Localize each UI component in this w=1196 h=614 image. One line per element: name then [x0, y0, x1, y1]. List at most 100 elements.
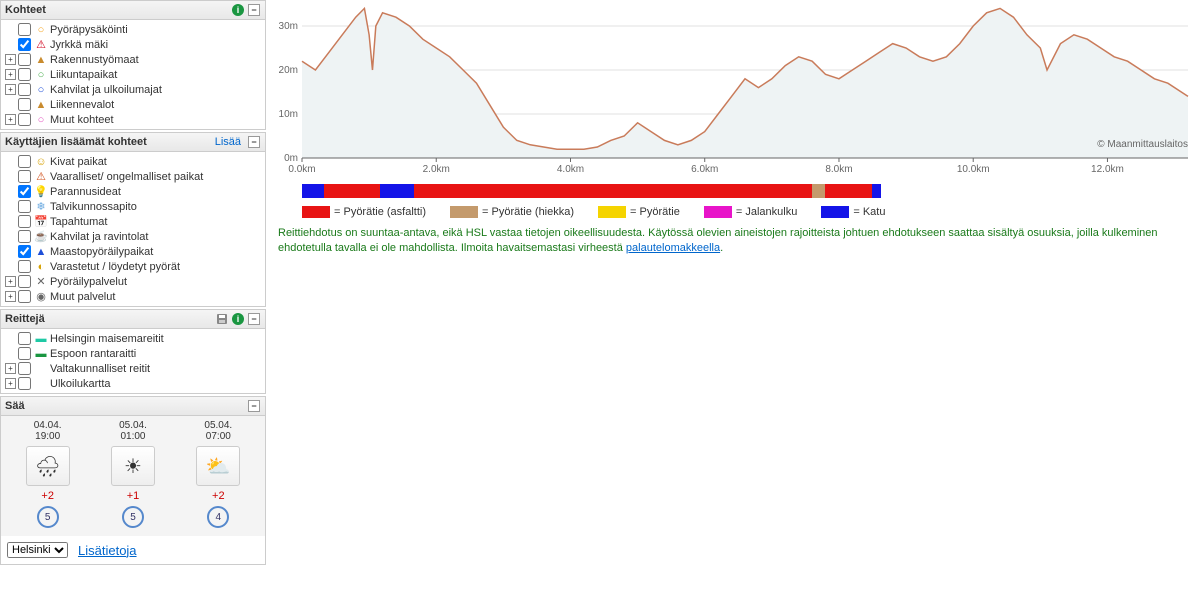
- chart-copyright: © Maanmittauslaitos: [1097, 139, 1188, 150]
- layer-checkbox[interactable]: [18, 170, 31, 183]
- legend-label: = Jalankulku: [736, 206, 797, 218]
- panel-body-routes: ▬Helsingin maisemareitit▬Espoon rantarai…: [1, 329, 265, 393]
- layer-checkbox[interactable]: [18, 185, 31, 198]
- sidebar: Kohteet i − ○ Pyöräpysäköinti ⚠ Jyrkkä mäki…: [0, 0, 266, 567]
- tree-item: +▲Rakennustyömaat: [3, 52, 263, 67]
- layer-label: Parannusideat: [50, 186, 121, 198]
- chart-svg: 0m10m20m30m0.0km2.0km4.0km6.0km8.0km10.0…: [274, 0, 1194, 180]
- expand-icon[interactable]: +: [5, 291, 16, 302]
- panel-kohteet: Kohteet i − ○Pyöräpysäköinti⚠Jyrkkä mäki…: [0, 0, 266, 130]
- layer-checkbox[interactable]: [18, 200, 31, 213]
- panel-title: Kohteet: [5, 4, 229, 16]
- layer-label: Liikennevalot: [50, 99, 114, 111]
- info-icon[interactable]: i: [231, 312, 245, 326]
- weather-date: 05.04.07:00: [176, 420, 261, 442]
- layer-icon: ⚠: [34, 170, 48, 183]
- weather-footer: Helsinki Lisätietoja: [1, 536, 265, 564]
- layer-label: Liikuntapaikat: [50, 69, 117, 81]
- feedback-link[interactable]: palautelomakkeella: [626, 242, 720, 254]
- panel-header-user: Käyttäjien lisäämät kohteet Lisää −: [1, 133, 265, 152]
- panel-title: Sää: [5, 400, 245, 412]
- layer-checkbox[interactable]: [18, 290, 31, 303]
- expand-icon[interactable]: +: [5, 114, 16, 125]
- svg-text:30m: 30m: [279, 21, 298, 32]
- weather-temp: +2: [176, 490, 261, 502]
- layer-checkbox[interactable]: [18, 155, 31, 168]
- layer-checkbox[interactable]: [18, 38, 31, 51]
- weather-cell: 05.04.07:00 ⛅ +2 4: [176, 420, 261, 532]
- add-link[interactable]: Lisää: [215, 136, 241, 148]
- layer-checkbox[interactable]: [18, 377, 31, 390]
- layer-checkbox[interactable]: [18, 83, 31, 96]
- save-icon[interactable]: [215, 312, 229, 326]
- layer-label: Jyrkkä mäki: [50, 39, 108, 51]
- more-info-link[interactable]: Lisätietoja: [78, 543, 137, 558]
- expand-icon[interactable]: +: [5, 378, 16, 389]
- tree-item: 💡Parannusideat: [3, 184, 263, 199]
- expand-icon[interactable]: +: [5, 84, 16, 95]
- legend-swatch: [598, 206, 626, 218]
- svg-text:20m: 20m: [279, 65, 298, 76]
- layer-icon: ○: [34, 114, 48, 126]
- layer-checkbox[interactable]: [18, 230, 31, 243]
- layer-checkbox[interactable]: [18, 332, 31, 345]
- layer-checkbox[interactable]: [18, 245, 31, 258]
- info-icon[interactable]: i: [231, 3, 245, 17]
- layer-label: Helsingin maisemareitit: [50, 333, 164, 345]
- svg-text:10.0km: 10.0km: [957, 164, 990, 175]
- panel-title: Reittejä: [5, 313, 213, 325]
- layer-icon: ▬: [34, 348, 48, 360]
- route-segment: [872, 184, 881, 198]
- tree-item: +○Liikuntapaikat: [3, 67, 263, 82]
- expand-icon[interactable]: +: [5, 54, 16, 65]
- layer-checkbox[interactable]: [18, 362, 31, 375]
- weather-temp: +2: [5, 490, 90, 502]
- layer-checkbox[interactable]: [18, 23, 31, 36]
- svg-text:4.0km: 4.0km: [557, 164, 584, 175]
- svg-text:6.0km: 6.0km: [691, 164, 718, 175]
- elevation-chart: 0m10m20m30m0.0km2.0km4.0km6.0km8.0km10.0…: [274, 0, 1194, 180]
- tree-item: ▲Liikennevalot: [3, 97, 263, 112]
- collapse-icon[interactable]: −: [247, 135, 261, 149]
- route-segment: [324, 184, 380, 198]
- layer-checkbox[interactable]: [18, 113, 31, 126]
- weather-wind: 5: [37, 506, 59, 528]
- disclaimer-part2: .: [720, 242, 723, 254]
- layer-icon: ◉: [34, 290, 48, 303]
- layer-checkbox[interactable]: [18, 260, 31, 273]
- expand-icon[interactable]: +: [5, 69, 16, 80]
- weather-date: 04.04.19:00: [5, 420, 90, 442]
- tree-item: ▲Maastopyöräilypaikat: [3, 244, 263, 259]
- layer-label: Muut kohteet: [50, 114, 114, 126]
- expand-icon[interactable]: +: [5, 363, 16, 374]
- tree-item: 📅Tapahtumat: [3, 214, 263, 229]
- collapse-icon[interactable]: −: [247, 399, 261, 413]
- tree-item: ▬Helsingin maisemareitit: [3, 331, 263, 346]
- layer-checkbox[interactable]: [18, 98, 31, 111]
- panel-user-kohteet: Käyttäjien lisäämät kohteet Lisää − ☺Kiv…: [0, 132, 266, 307]
- weather-wind: 5: [122, 506, 144, 528]
- layer-label: Tapahtumat: [50, 216, 107, 228]
- legend-item: = Jalankulku: [704, 206, 797, 218]
- weather-icon: ☀: [111, 446, 155, 486]
- expand-icon[interactable]: +: [5, 276, 16, 287]
- collapse-icon[interactable]: −: [247, 3, 261, 17]
- layer-checkbox[interactable]: [18, 275, 31, 288]
- tree-item: + ○Muut kohteet: [3, 112, 263, 127]
- svg-text:12.0km: 12.0km: [1091, 164, 1124, 175]
- panel-body-user: ☺Kivat paikat⚠Vaaralliset/ ongelmalliset…: [1, 152, 265, 306]
- layer-label: Valtakunnalliset reitit: [50, 363, 150, 375]
- layer-checkbox[interactable]: [18, 347, 31, 360]
- layer-checkbox[interactable]: [18, 53, 31, 66]
- legend-item: = Pyörätie (hiekka): [450, 206, 574, 218]
- layer-icon: 📅: [34, 215, 48, 228]
- layer-label: Pyöräpysäköinti: [50, 24, 128, 36]
- legend-swatch: [450, 206, 478, 218]
- layer-label: Kivat paikat: [50, 156, 107, 168]
- svg-text:0m: 0m: [284, 153, 298, 164]
- collapse-icon[interactable]: −: [247, 312, 261, 326]
- city-select[interactable]: Helsinki: [7, 542, 68, 558]
- layer-checkbox[interactable]: [18, 68, 31, 81]
- route-segment: [414, 184, 811, 198]
- layer-checkbox[interactable]: [18, 215, 31, 228]
